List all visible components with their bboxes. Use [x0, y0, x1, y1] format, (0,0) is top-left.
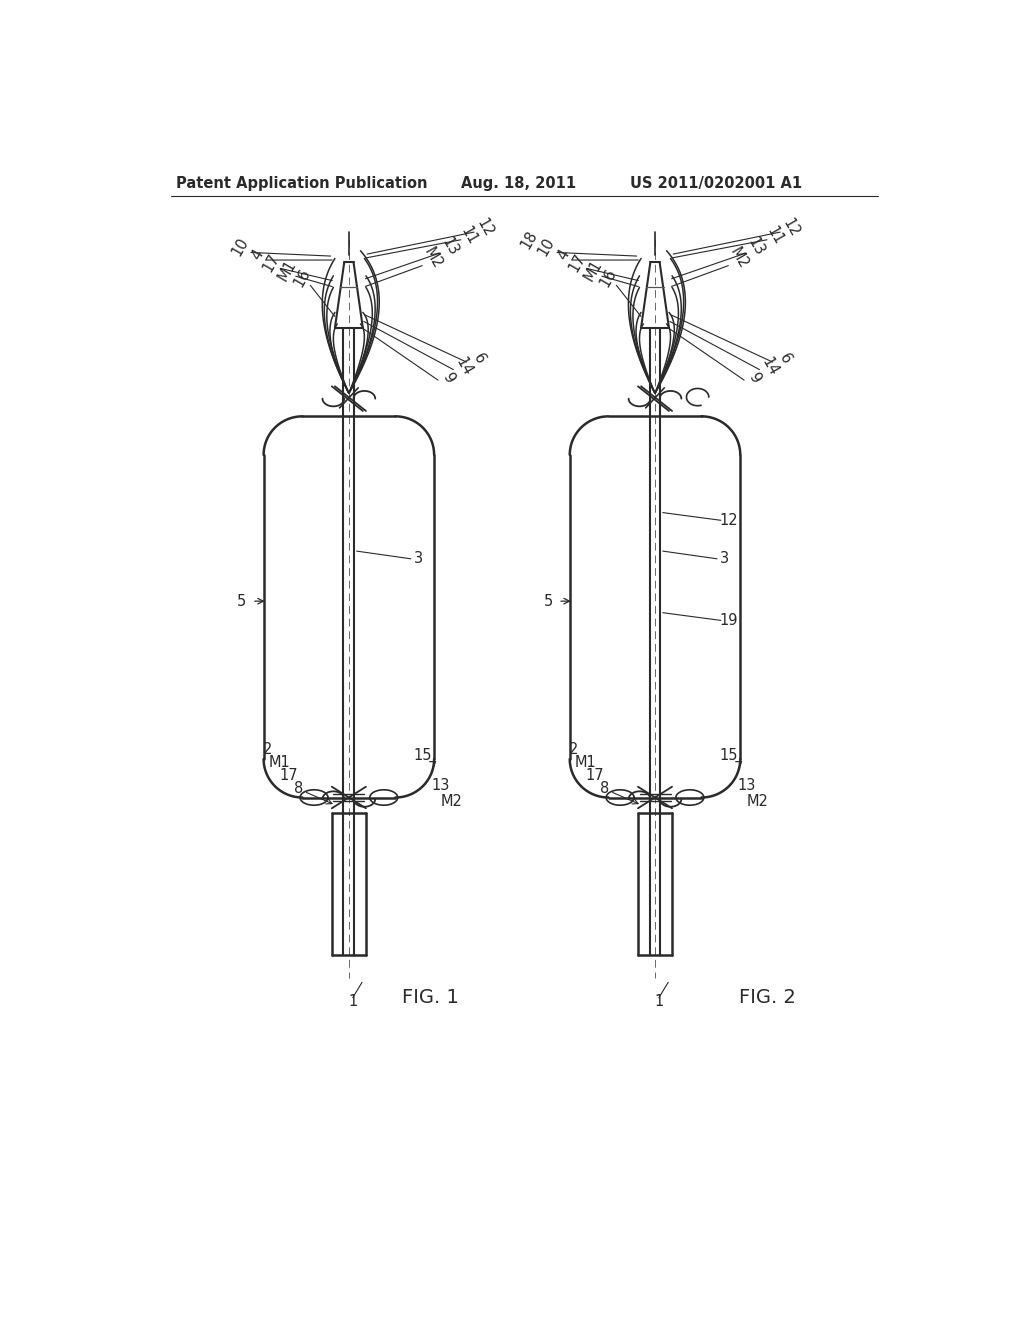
Text: 11: 11 — [458, 223, 480, 247]
Text: 1: 1 — [348, 994, 357, 1008]
Text: 5: 5 — [544, 594, 553, 609]
Text: 9: 9 — [439, 370, 457, 385]
Text: 8: 8 — [600, 780, 609, 796]
Text: 10: 10 — [536, 235, 558, 259]
Text: 16: 16 — [597, 267, 620, 289]
Text: 13: 13 — [744, 235, 767, 259]
Text: 16: 16 — [291, 267, 313, 289]
Text: M1: M1 — [581, 257, 605, 284]
Text: M2: M2 — [440, 793, 462, 809]
Text: 3: 3 — [720, 552, 729, 566]
Text: 15: 15 — [720, 747, 738, 763]
Text: 13: 13 — [431, 779, 450, 793]
Text: 14: 14 — [453, 355, 475, 378]
Text: 17: 17 — [260, 251, 283, 275]
Text: M2: M2 — [421, 246, 444, 272]
Text: M2: M2 — [727, 246, 751, 272]
Text: 9: 9 — [745, 370, 763, 385]
Text: 18: 18 — [518, 227, 541, 251]
Text: 7: 7 — [734, 760, 743, 776]
Text: 3: 3 — [414, 552, 423, 566]
Text: 17: 17 — [566, 251, 589, 275]
Text: 7: 7 — [428, 760, 437, 776]
Text: 12: 12 — [473, 216, 496, 239]
Text: M1: M1 — [574, 755, 596, 771]
Text: 17: 17 — [280, 768, 298, 784]
Text: 2: 2 — [263, 742, 272, 758]
Text: M1: M1 — [268, 755, 290, 771]
Text: 1: 1 — [654, 994, 664, 1008]
Text: 13: 13 — [737, 779, 756, 793]
Text: 13: 13 — [438, 235, 461, 259]
Text: M2: M2 — [746, 793, 768, 809]
Text: M1: M1 — [274, 257, 299, 284]
Text: 4: 4 — [555, 247, 572, 263]
Text: Aug. 18, 2011: Aug. 18, 2011 — [461, 176, 577, 190]
Text: 4: 4 — [249, 247, 266, 263]
Text: 10: 10 — [229, 235, 252, 259]
Text: 19: 19 — [720, 612, 738, 628]
Text: FIG. 1: FIG. 1 — [401, 989, 459, 1007]
Text: 12: 12 — [719, 512, 738, 528]
Text: 6: 6 — [470, 351, 487, 367]
Text: 5: 5 — [238, 594, 247, 609]
Text: Patent Application Publication: Patent Application Publication — [176, 176, 428, 190]
Text: FIG. 2: FIG. 2 — [739, 989, 796, 1007]
Text: 2: 2 — [569, 742, 579, 758]
Text: 6: 6 — [776, 351, 794, 367]
Text: 17: 17 — [586, 768, 604, 784]
Text: 12: 12 — [779, 216, 802, 239]
Text: US 2011/0202001 A1: US 2011/0202001 A1 — [630, 176, 803, 190]
Text: 15: 15 — [414, 747, 432, 763]
Text: 14: 14 — [759, 355, 781, 378]
Text: 11: 11 — [764, 223, 786, 247]
Text: 8: 8 — [294, 780, 303, 796]
